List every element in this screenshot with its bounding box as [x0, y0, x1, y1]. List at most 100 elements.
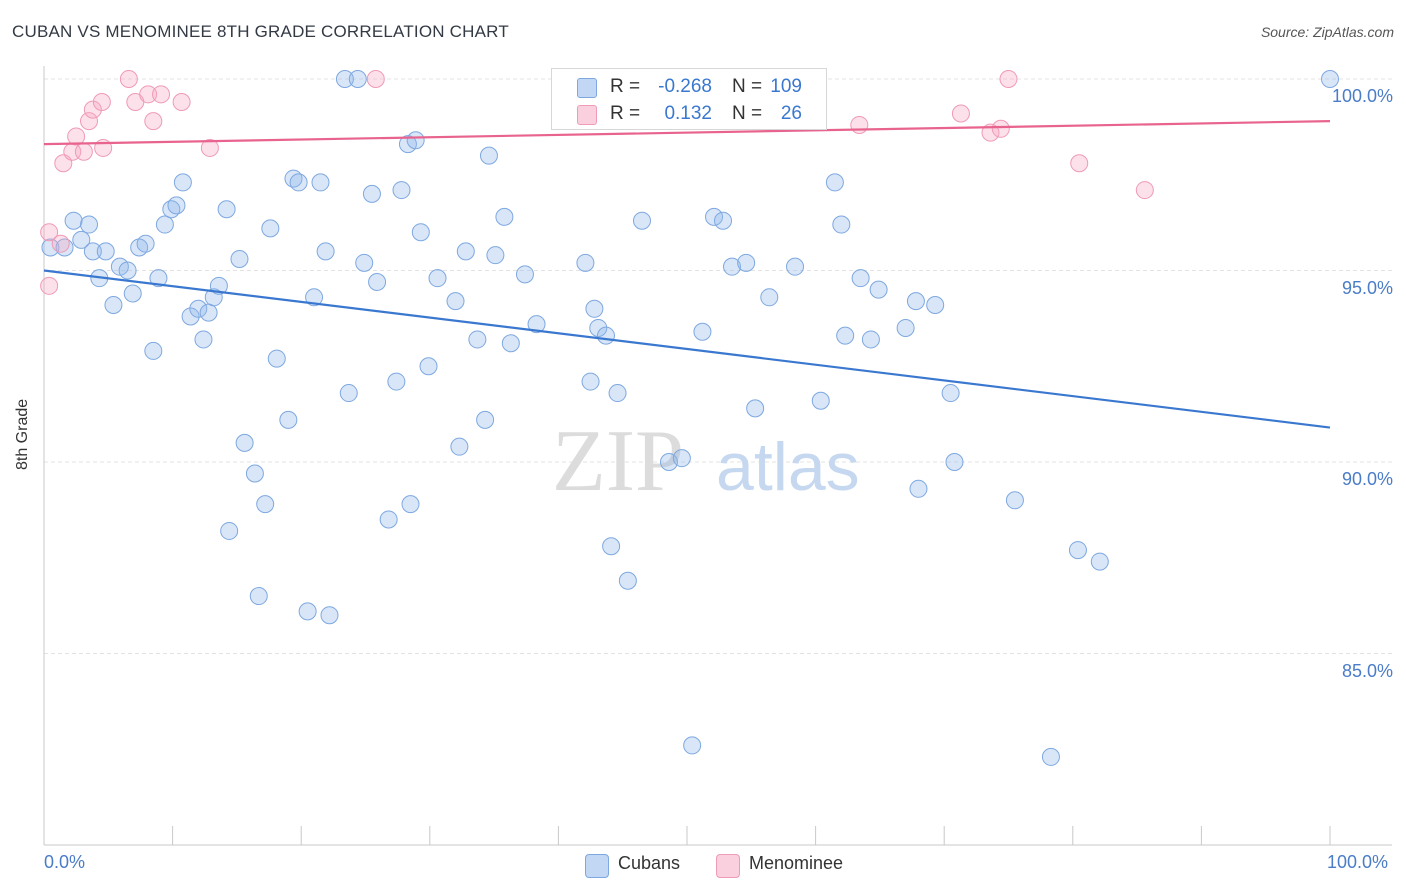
cubans-point	[64, 211, 83, 230]
cubans-point	[144, 341, 163, 360]
cubans-point	[515, 265, 534, 284]
cubans-point	[1068, 541, 1087, 560]
cubans-point	[926, 295, 945, 314]
cubans-point	[419, 357, 438, 376]
r-label: R =	[610, 103, 641, 124]
cubans-point	[495, 207, 514, 226]
cubans-point	[896, 318, 915, 337]
cubans-point	[527, 315, 546, 334]
menominee-point	[991, 119, 1010, 138]
menominee-point	[51, 234, 70, 253]
menominee-point	[1135, 181, 1154, 200]
cubans-point	[173, 173, 192, 192]
cubans-point	[602, 537, 621, 556]
cubans-point	[80, 215, 99, 234]
r-label: R =	[610, 76, 641, 97]
menominee-point	[139, 85, 158, 104]
cubans-point	[1321, 70, 1339, 88]
cubans-point	[760, 288, 779, 307]
cubans-point	[683, 736, 702, 755]
cubans-point	[279, 410, 298, 429]
menominee-point	[999, 70, 1018, 88]
cubans-point	[230, 250, 249, 269]
cubans-point	[596, 326, 615, 345]
menominee-point	[850, 115, 869, 134]
cubans-point	[746, 399, 765, 418]
cubans-point	[355, 253, 374, 272]
cubans-swatch	[585, 854, 609, 878]
cubans-point	[576, 253, 595, 272]
n-value: 109	[770, 76, 802, 97]
cubans-point	[786, 257, 805, 276]
cubans-point	[289, 173, 308, 192]
cubans-point	[72, 230, 91, 249]
cubans-point	[906, 292, 925, 311]
x-tick-left: 0.0%	[44, 852, 86, 872]
cubans-point	[83, 242, 102, 261]
menominee-point	[119, 70, 138, 88]
cubans-point	[632, 211, 651, 230]
cubans-point	[305, 288, 324, 307]
cubans-point	[249, 587, 268, 606]
cubans-point	[1041, 747, 1060, 766]
watermark-atlas: atlas	[716, 429, 860, 505]
menominee-point	[80, 112, 99, 131]
n-value: 26	[780, 103, 802, 124]
cubans-point	[220, 521, 239, 540]
cubans-point	[204, 288, 223, 307]
menominee-point	[152, 85, 171, 104]
cubans-point	[811, 391, 830, 410]
menominee-point	[40, 223, 59, 242]
cubans-point	[96, 242, 115, 261]
cubans-point	[825, 173, 844, 192]
cubans-point	[406, 131, 425, 150]
legend-row-cubans: R = -0.268 N = 109	[552, 74, 826, 100]
x-tick-right: 100.0%	[1327, 852, 1389, 872]
axes	[43, 66, 1392, 846]
legend-row-menominee: R = 0.132 N = 26	[552, 101, 826, 127]
cubans-point	[836, 326, 855, 345]
cubans-point	[392, 181, 411, 200]
cubans-swatch	[577, 78, 597, 98]
r-value: -0.268	[658, 76, 712, 97]
cubans-point	[476, 410, 495, 429]
y-axis-label: 8th Grade	[14, 398, 31, 470]
cubans-point	[189, 299, 208, 318]
y-tick-label: 95.0%	[1341, 277, 1393, 298]
cubans-point	[362, 184, 381, 203]
trend-lines	[43, 120, 1331, 429]
cubans-trend-line	[43, 269, 1331, 429]
cubans-point	[446, 292, 465, 311]
menominee-label: Menominee	[749, 853, 844, 873]
menominee-point	[67, 127, 86, 146]
watermark: ZIP atlas	[552, 413, 860, 510]
cubans-point	[589, 318, 608, 337]
cubans-point	[335, 70, 354, 88]
cubans-point	[316, 242, 335, 261]
cubans-point	[411, 223, 430, 242]
y-tick-label: 90.0%	[1341, 469, 1393, 489]
cubans-point	[468, 330, 487, 349]
n-label: N =	[732, 76, 763, 97]
cubans-point	[181, 307, 200, 326]
menominee-point	[83, 100, 102, 119]
cubans-point	[298, 602, 317, 621]
cubans-point	[311, 173, 330, 192]
menominee-swatch	[716, 854, 740, 878]
cubans-point	[585, 299, 604, 318]
cubans-point	[348, 70, 367, 88]
cubans-point	[104, 295, 123, 314]
correlation-legend: R = -0.268 N = 109 R = 0.132 N = 26	[551, 68, 827, 130]
cubans-point	[945, 453, 964, 471]
cubans-point	[693, 322, 712, 341]
cubans-point	[261, 219, 280, 238]
cubans-point	[1090, 552, 1109, 571]
watermark-zip: ZIP	[552, 413, 684, 510]
cubans-label: Cubans	[618, 853, 681, 873]
cubans-point	[245, 464, 264, 483]
n-label: N =	[732, 103, 763, 124]
cubans-point	[479, 146, 498, 165]
y-tick-label: 85.0%	[1341, 660, 1393, 681]
cubans-point	[737, 253, 756, 272]
